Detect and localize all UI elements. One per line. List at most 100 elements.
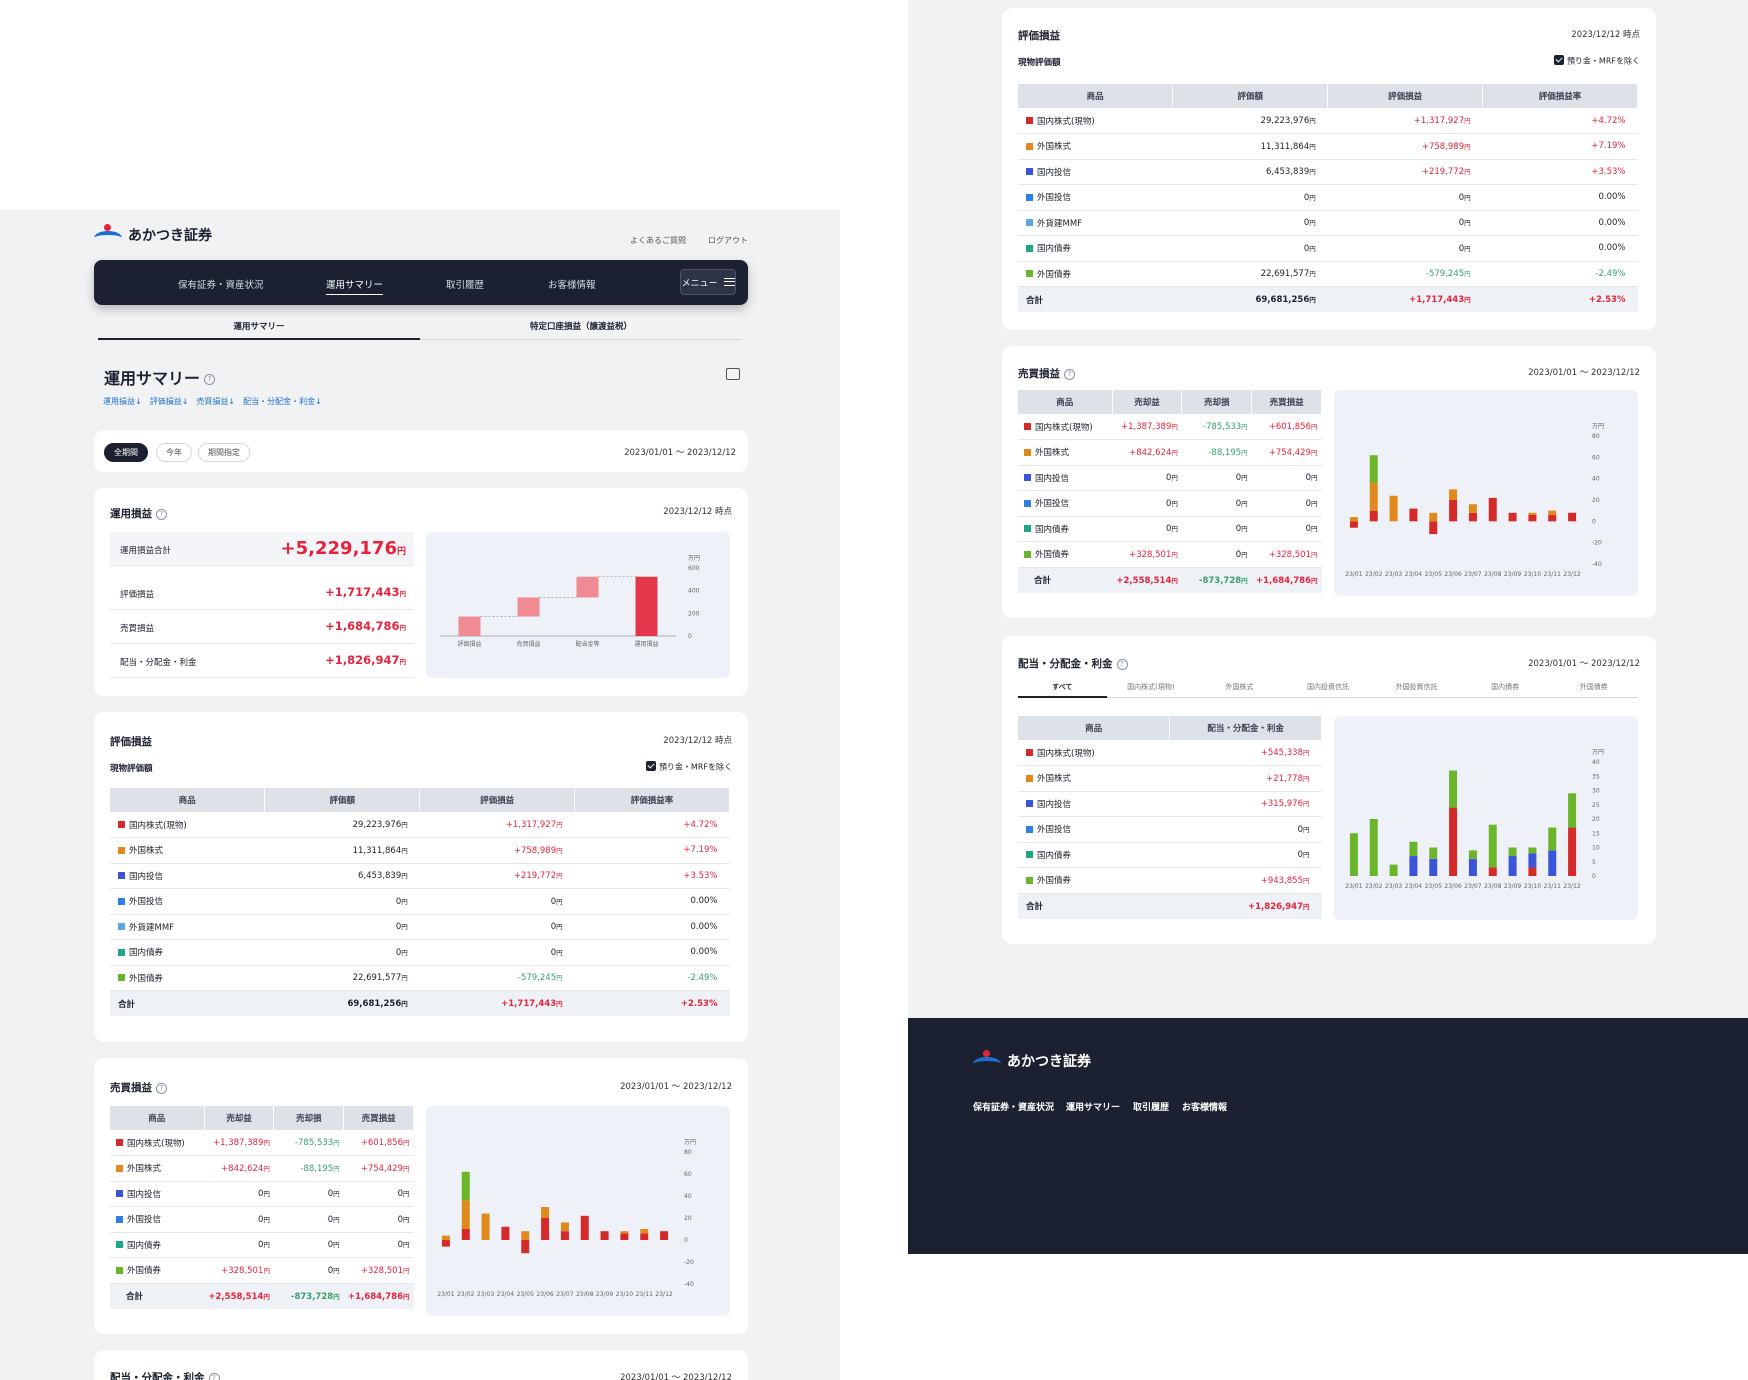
table-row: 国内投信 6,453,839円 +219,772円 +3.53% bbox=[1018, 159, 1638, 185]
unrealized-pl: 0円 bbox=[1327, 184, 1483, 211]
tp-card-right: 売買損益? 2023/01/01 〜 2023/12/12 商品 売却益 売却損 売買… bbox=[1002, 346, 1656, 618]
help-icon[interactable]: ? bbox=[208, 1372, 220, 1380]
menu-button[interactable]: メニュー bbox=[680, 269, 736, 295]
dividend: 0円 bbox=[1169, 842, 1322, 868]
faq-link[interactable]: よくあるご質問 bbox=[630, 236, 686, 245]
dv-tab[interactable]: 外国株式 bbox=[1225, 683, 1254, 691]
stacked-bar-segment bbox=[620, 1231, 629, 1234]
footer-nav-summary[interactable]: 運用サマリー bbox=[1066, 1103, 1121, 1113]
ep-exclude-checkbox[interactable]: 預り金・MRFを除く bbox=[645, 761, 732, 773]
y-tick-label: 40 bbox=[684, 1193, 692, 1200]
print-icon[interactable] bbox=[726, 368, 740, 380]
dv-tab[interactable]: 国内債券 bbox=[1491, 683, 1520, 691]
nav-summary[interactable]: 運用サマリー bbox=[326, 277, 384, 295]
x-tick-label: 23/01 bbox=[1345, 883, 1362, 890]
subtab-tax[interactable]: 特定口座損益（譲渡益税） bbox=[420, 320, 742, 340]
anchor-links: 運用損益↓ 評価損益↓ 売買損益↓ 配当・分配金・利金↓ bbox=[103, 396, 322, 407]
stacked-bar-segment bbox=[1468, 850, 1477, 859]
help-icon[interactable]: ? bbox=[1064, 368, 1075, 380]
footer-nav-holdings[interactable]: 保有証券・資産状況 bbox=[973, 1103, 1055, 1113]
ep-subtitle: 現物評価額 bbox=[1018, 58, 1061, 68]
x-tick-label: 23/12 bbox=[655, 1291, 672, 1298]
logo-mark-icon bbox=[94, 224, 122, 246]
y-tick-label: -20 bbox=[684, 1259, 694, 1266]
nav-customer[interactable]: お客様情報 bbox=[548, 280, 596, 291]
pill-year[interactable]: 今年 bbox=[156, 443, 192, 462]
unrealized-pl: -579,245円 bbox=[1327, 261, 1483, 287]
dv-tab[interactable]: 国内投資信託 bbox=[1306, 683, 1349, 691]
brand-logo[interactable]: あかつき証券 bbox=[94, 224, 212, 246]
pill-custom[interactable]: 期間指定 bbox=[198, 443, 250, 462]
logo-mark-icon bbox=[973, 1050, 1001, 1072]
legend-swatch-icon bbox=[1026, 142, 1033, 150]
valuation: 11,311,864円 bbox=[264, 837, 420, 864]
legend-swatch-icon bbox=[116, 1164, 123, 1172]
table-header: 評価損益 bbox=[419, 788, 576, 812]
stacked-bar-segment bbox=[1449, 489, 1458, 500]
anchor-tp[interactable]: 売買損益↓ bbox=[196, 397, 236, 406]
anchor-ep[interactable]: 評価損益↓ bbox=[149, 397, 189, 406]
subtab-summary[interactable]: 運用サマリー bbox=[98, 320, 420, 340]
product-name: 外国投信 bbox=[1018, 184, 1173, 211]
pill-all[interactable]: 全期間 bbox=[104, 443, 148, 462]
pl-rate: +7.19% bbox=[1482, 133, 1638, 160]
pl-row-dv: 配当・分配金・利金 +1,826,947円 bbox=[110, 644, 414, 678]
product-name: 国内投信 bbox=[110, 863, 265, 889]
stacked-bar-segment bbox=[1548, 514, 1557, 522]
y-tick-label: 30 bbox=[1592, 788, 1600, 795]
table-row: 国内債券 0円 0円 0円 bbox=[1018, 516, 1322, 542]
product-name: 国内株式(現物) bbox=[110, 1130, 205, 1156]
x-tick-label: 評価損益 bbox=[457, 640, 481, 648]
dv-tab[interactable]: 国内株式(現物) bbox=[1127, 683, 1175, 691]
nav-history[interactable]: 取引履歴 bbox=[446, 280, 485, 291]
net: +328,501円 bbox=[1251, 541, 1322, 568]
stacked-bar-segment bbox=[1429, 858, 1438, 876]
ep-exclude-checkbox[interactable]: 預り金・MRFを除く bbox=[1553, 55, 1640, 67]
global-nav: 保有証券・資産状況 運用サマリー 取引履歴 お客様情報 メニュー bbox=[94, 260, 748, 305]
gain: +842,624円 bbox=[204, 1155, 274, 1182]
stacked-bar-segment bbox=[1409, 508, 1418, 522]
valuation: 0円 bbox=[1172, 210, 1328, 236]
dv-tab[interactable]: すべて bbox=[1018, 682, 1107, 698]
unrealized-pl: 0円 bbox=[419, 914, 575, 940]
help-icon[interactable]: ? bbox=[156, 1082, 167, 1094]
y-tick-label: 600 bbox=[688, 565, 700, 572]
table-row: 国内株式(現物) +1,387,389円 -785,533円 +601,856円 bbox=[110, 1130, 414, 1156]
legend-swatch-icon bbox=[118, 923, 125, 931]
footer-nav-history[interactable]: 取引履歴 bbox=[1133, 1103, 1170, 1113]
valuation: 11,311,864円 bbox=[1172, 133, 1328, 160]
dv-tab[interactable]: 外国債券 bbox=[1579, 683, 1608, 691]
ep-card-right: 評価損益 2023/12/12 時点 現物評価額 預り金・MRFを除く 商品 評価… bbox=[1002, 8, 1656, 330]
dv-range: 2023/01/01 〜 2023/12/12 bbox=[620, 1373, 732, 1380]
product-name: 国内投信 bbox=[1018, 791, 1170, 817]
anchor-pl[interactable]: 運用損益↓ bbox=[103, 397, 142, 406]
footer-logo[interactable]: あかつき証券 bbox=[973, 1050, 1091, 1072]
table-row: 外国投信 0円 0円 0.00% bbox=[110, 888, 730, 915]
product-name: 国内株式(現物) bbox=[1018, 740, 1170, 766]
dividend: +21,778円 bbox=[1169, 765, 1322, 792]
help-icon[interactable]: ? bbox=[204, 374, 216, 385]
dv-card-right: 配当・分配金・利金? 2023/01/01 〜 2023/12/12 すべて 国内… bbox=[1002, 636, 1656, 944]
legend-swatch-icon bbox=[118, 948, 125, 956]
dv-title-text: 配当・分配金・利金 bbox=[110, 1372, 205, 1380]
logout-link[interactable]: ログアウト bbox=[708, 236, 748, 245]
tp-chart: 万円 80 60 40 20 0 -20 -40 23/01 23/02 23/03 23/04 23/… bbox=[1334, 390, 1638, 596]
table-header: 売却損 bbox=[273, 1106, 345, 1130]
total-pl: +1,717,443円 bbox=[1327, 286, 1483, 312]
x-tick-label: 23/04 bbox=[1405, 883, 1422, 890]
stacked-bar-segment bbox=[521, 1231, 530, 1240]
nav-holdings[interactable]: 保有証券・資産状況 bbox=[178, 280, 264, 291]
help-icon[interactable]: ? bbox=[1116, 658, 1128, 670]
anchor-dv[interactable]: 配当・分配金・利金↓ bbox=[243, 397, 322, 406]
pl-row-unit: 円 bbox=[399, 658, 407, 666]
stacked-bar-segment bbox=[1409, 841, 1418, 857]
tp-card-left: 売買損益? 2023/01/01 〜 2023/12/12 商品 売却益 売却損 売買… bbox=[94, 1058, 748, 1334]
x-tick-label: 23/11 bbox=[1544, 571, 1561, 578]
help-icon[interactable]: ? bbox=[156, 508, 167, 520]
table-row: 国内債券 0円 0円 0.00% bbox=[1018, 235, 1638, 262]
unrealized-pl: 0円 bbox=[419, 939, 575, 966]
total-loss: -873,728円 bbox=[1181, 567, 1252, 593]
footer-nav-customer[interactable]: お客様情報 bbox=[1182, 1103, 1228, 1113]
dv-tab[interactable]: 外国投資信託 bbox=[1395, 683, 1438, 691]
stacked-bar-segment bbox=[1349, 833, 1358, 876]
